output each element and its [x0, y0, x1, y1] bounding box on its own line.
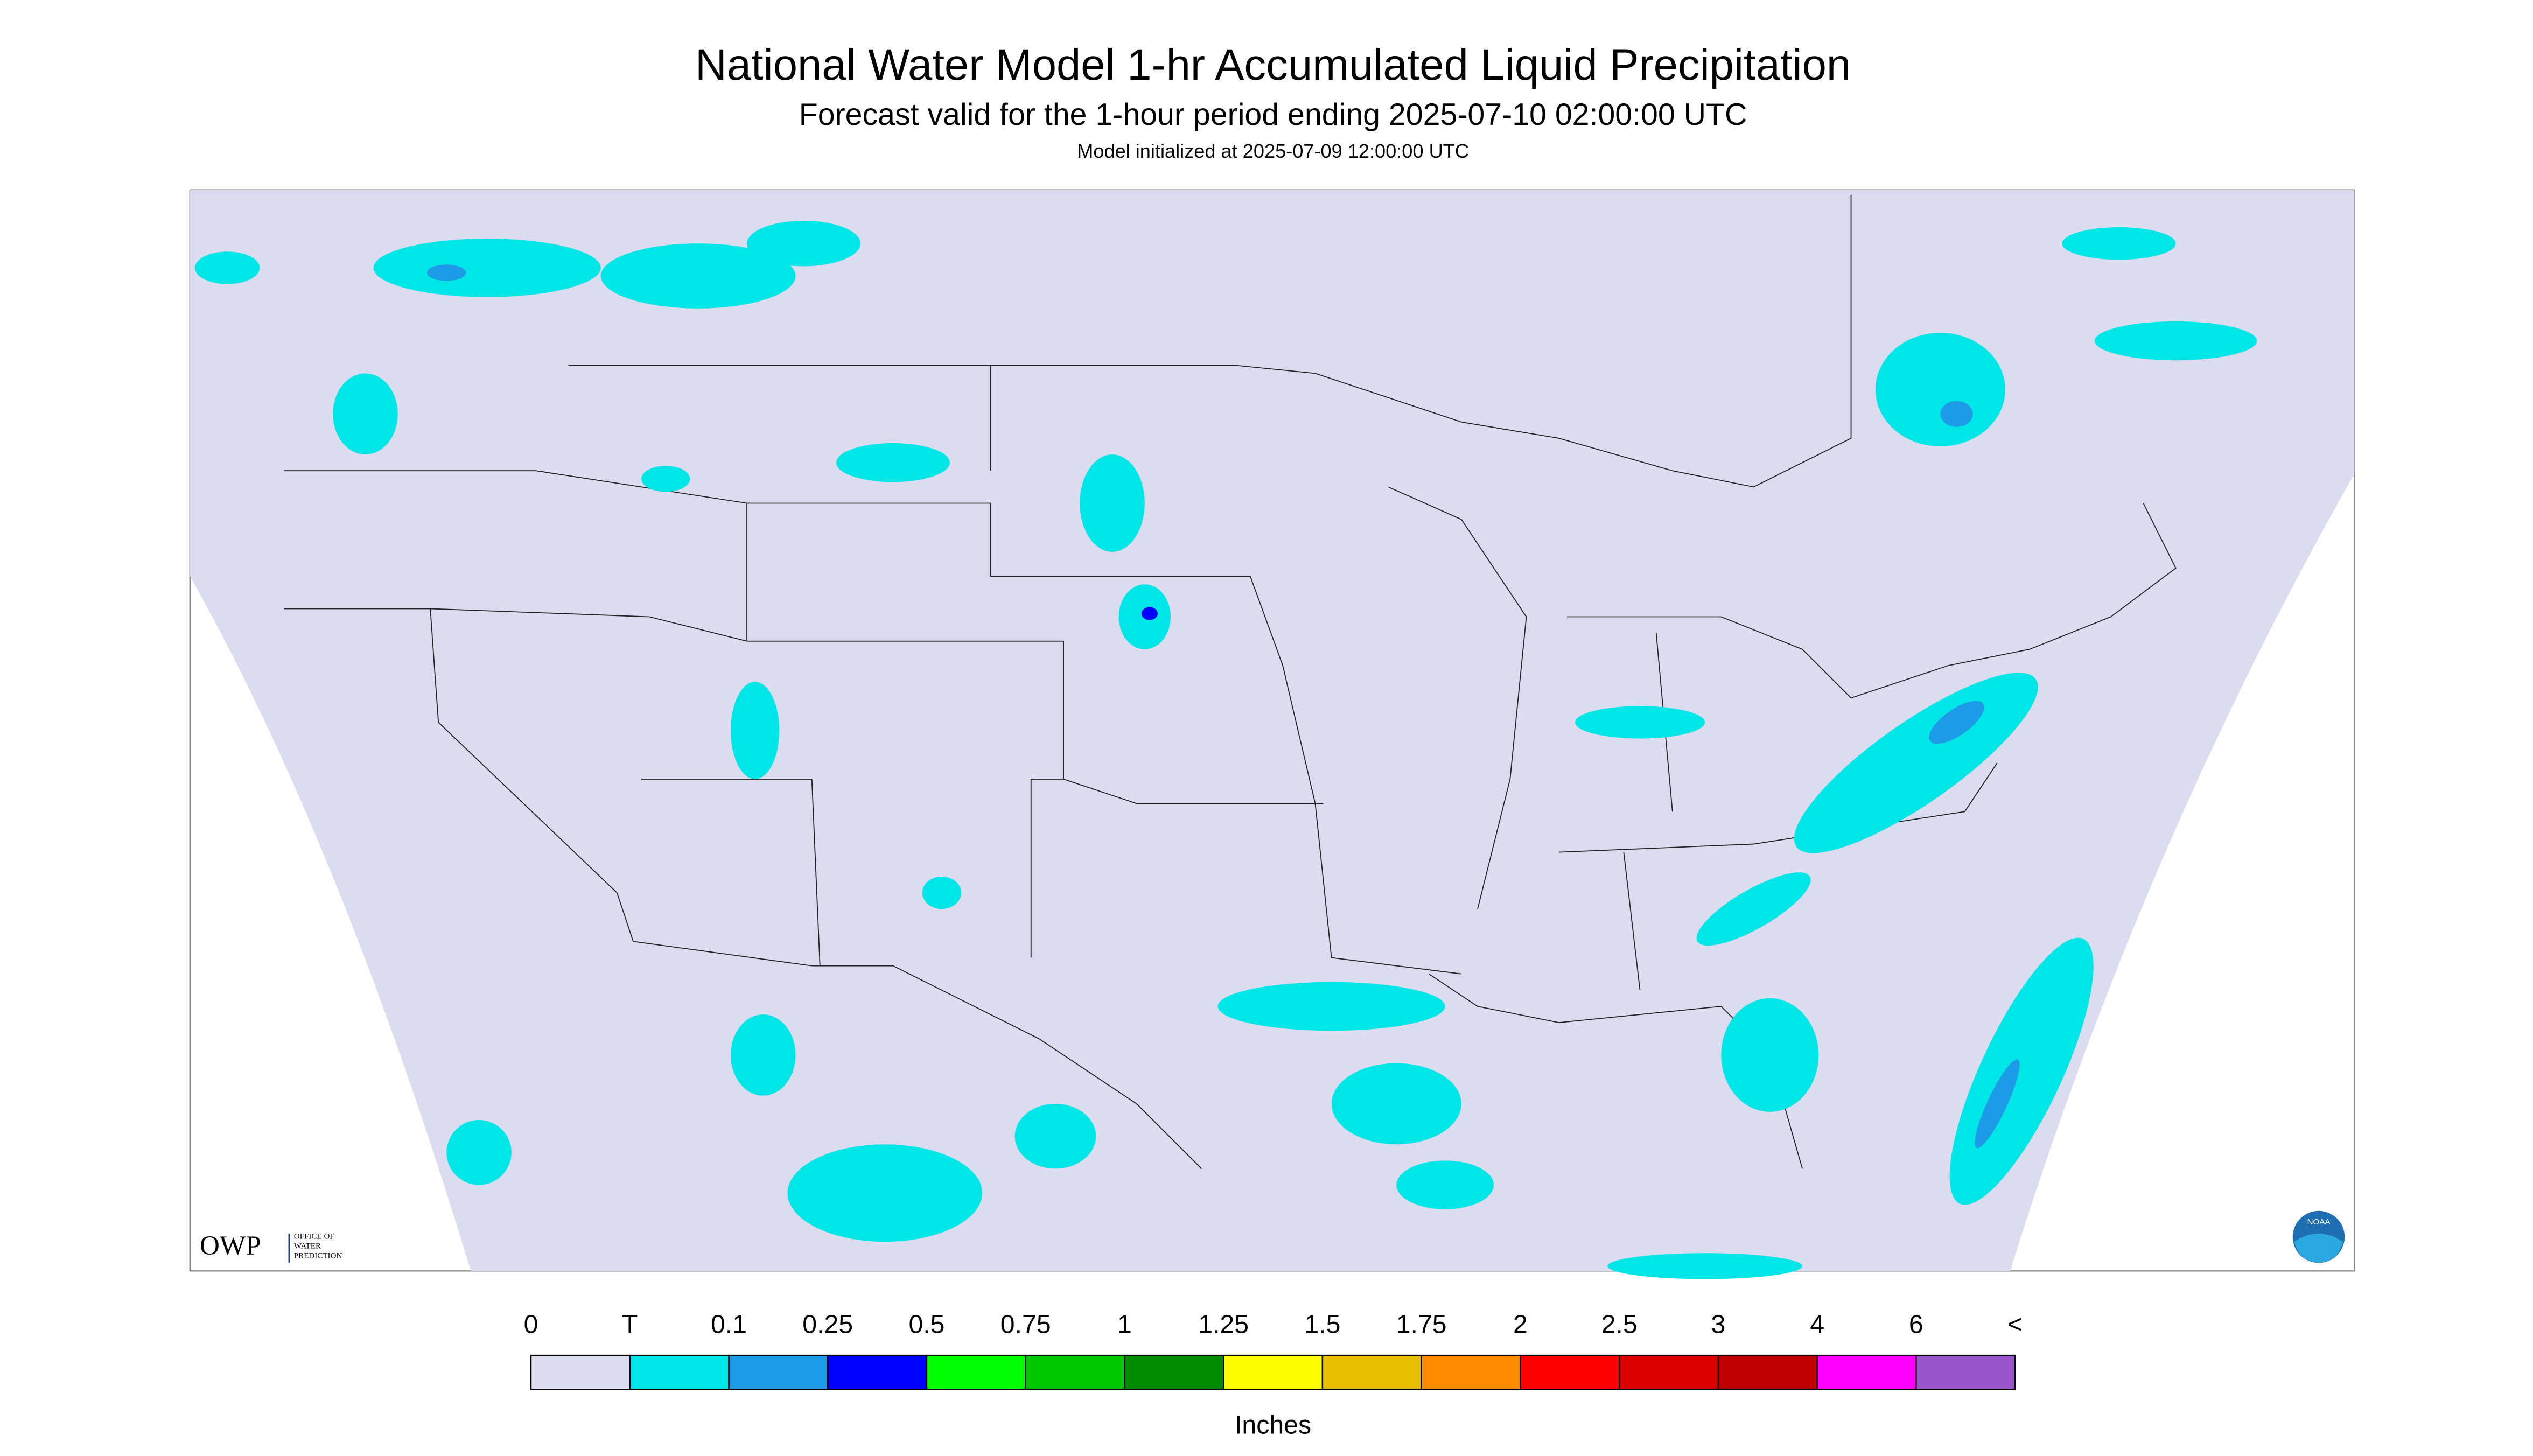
color-label: 2 — [1513, 1310, 1528, 1339]
precipitation — [194, 220, 2257, 1279]
color-label: 1.5 — [1304, 1310, 1340, 1339]
color-label: T — [622, 1310, 638, 1339]
color-label: 0.75 — [1000, 1310, 1051, 1339]
color-swatch — [1915, 1354, 2016, 1390]
color-swatch — [1025, 1354, 1125, 1390]
color-label: 1 — [1117, 1310, 1132, 1339]
colorbar: 0 T 0.1 0.25 0.5 0.75 1 1.25 1.5 1.75 2 2.5 3 4 6 < — [524, 1310, 2023, 1390]
color-swatch — [827, 1354, 928, 1390]
subtitle: Forecast valid for the 1-hour period end… — [799, 97, 1747, 132]
color-swatch — [1124, 1354, 1224, 1390]
color-swatch — [1222, 1354, 1324, 1390]
color-swatch — [1618, 1354, 1719, 1390]
color-swatch — [1421, 1354, 1521, 1390]
color-swatch — [1520, 1354, 1620, 1390]
color-label: 6 — [1909, 1310, 1923, 1339]
color-label: 2.5 — [1601, 1310, 1638, 1339]
color-label: 3 — [1711, 1310, 1725, 1339]
map: OWP OFFICE OF WATER PREDICTION NOAA — [189, 189, 2355, 1279]
color-label: < — [2007, 1310, 2023, 1339]
noaa-logo: NOAA — [2292, 1210, 2345, 1263]
owp-logo-text: OWP — [200, 1230, 261, 1261]
color-swatch — [530, 1354, 631, 1390]
color-label: 4 — [1810, 1310, 1824, 1339]
owp-name: PREDICTION — [294, 1252, 342, 1261]
init-note: Model initialized at 2025-07-09 12:00:00… — [1077, 140, 1469, 162]
owp-name: OFFICE OF — [294, 1232, 334, 1241]
color-label: 1.25 — [1198, 1310, 1249, 1339]
owp-logo: OWP OFFICE OF WATER PREDICTION — [200, 1230, 342, 1263]
color-swatch — [1717, 1354, 1818, 1390]
noaa-text: NOAA — [2307, 1217, 2331, 1227]
color-swatch — [1816, 1354, 1917, 1390]
color-swatch — [728, 1354, 829, 1390]
color-label: 0.5 — [908, 1310, 944, 1339]
color-label: 0.25 — [802, 1310, 853, 1339]
color-swatch — [1321, 1354, 1422, 1390]
color-swatch — [629, 1354, 730, 1390]
map-domain — [190, 190, 2355, 1271]
units-label: Inches — [1235, 1410, 1311, 1439]
color-label: 0.1 — [711, 1310, 747, 1339]
color-label: 0 — [524, 1310, 538, 1339]
color-swatch — [926, 1354, 1026, 1390]
owp-name: WATER — [294, 1242, 321, 1251]
title: National Water Model 1-hr Accumulated Li… — [695, 40, 1851, 89]
color-label: 1.75 — [1396, 1310, 1447, 1339]
